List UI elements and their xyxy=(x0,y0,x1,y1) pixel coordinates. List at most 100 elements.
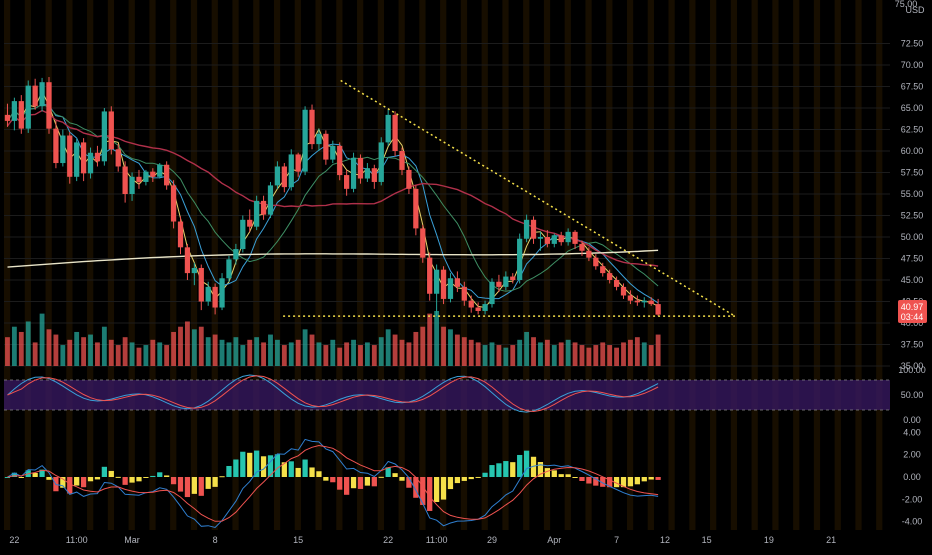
macd-signal-line xyxy=(7,444,659,522)
volume-bar xyxy=(198,326,204,366)
volume-bar xyxy=(579,345,585,366)
session-band xyxy=(87,0,94,530)
macd-axis-label: -4.00 xyxy=(902,517,923,527)
macd-histogram-bar xyxy=(364,477,371,486)
price-axis-label: 60.00 xyxy=(901,146,924,156)
macd-histogram-bar xyxy=(157,472,163,477)
stochastic-pane[interactable] xyxy=(4,374,890,413)
session-band xyxy=(564,0,571,530)
volume-bar xyxy=(544,339,550,366)
macd-histogram-bar xyxy=(129,477,135,483)
macd-histogram-bar xyxy=(517,454,523,477)
candle-body xyxy=(108,111,114,150)
macd-histogram-bar xyxy=(503,461,509,477)
volume-bar xyxy=(351,339,356,366)
session-band xyxy=(543,0,551,530)
candle-body xyxy=(316,133,322,145)
macd-histogram-bar xyxy=(288,461,294,477)
candle-body xyxy=(267,185,274,215)
candle-body xyxy=(39,82,45,107)
session-band xyxy=(315,0,322,530)
volume-bar xyxy=(60,345,66,366)
candle-body xyxy=(613,280,620,287)
volume-bar xyxy=(316,342,322,366)
volume-bar xyxy=(247,339,253,366)
volume-bar xyxy=(150,339,156,366)
volume-bar xyxy=(101,326,107,366)
macd-histogram-bar xyxy=(11,472,18,477)
volume-bar xyxy=(164,345,170,366)
volume-bar xyxy=(337,347,343,366)
candle-body xyxy=(350,157,357,189)
volume-bar xyxy=(489,342,495,366)
price-axis-label: 37.50 xyxy=(901,340,924,350)
volume-bar xyxy=(309,334,315,366)
price-axis-label: 50.00 xyxy=(901,232,924,242)
grid xyxy=(4,43,890,367)
session-band xyxy=(689,0,696,530)
macd-histogram-bar xyxy=(537,461,544,477)
macd-histogram-bar xyxy=(641,477,647,482)
candle-body xyxy=(648,300,654,305)
macd-histogram-bar xyxy=(655,477,661,480)
volume-bar xyxy=(607,345,613,366)
candle-body xyxy=(122,166,128,194)
macd-histogram-bar xyxy=(461,477,467,481)
volume-bar xyxy=(122,337,128,366)
macd-histogram-bar xyxy=(4,477,11,478)
session-band xyxy=(751,0,758,530)
macd-histogram-bar xyxy=(496,463,502,477)
candle-body xyxy=(323,133,329,160)
volume-bar xyxy=(565,339,571,366)
session-band xyxy=(855,0,862,530)
candle-body xyxy=(18,101,24,129)
macd-histogram-bar xyxy=(240,451,246,477)
candles xyxy=(4,77,661,317)
candle-body xyxy=(357,157,364,179)
candle-body xyxy=(143,171,149,182)
price-badge-countdown: 03:44 xyxy=(901,312,924,322)
macd-histogram-bar xyxy=(406,477,412,488)
macd-histogram-bar xyxy=(600,477,606,487)
session-band xyxy=(294,0,301,530)
price-pane[interactable] xyxy=(4,77,736,366)
macd-histogram-bar xyxy=(87,477,94,482)
volume-bar xyxy=(378,337,384,366)
currency-label: USD xyxy=(905,5,925,15)
candle-body xyxy=(607,273,613,280)
candle-body xyxy=(558,235,564,243)
volume-bar xyxy=(115,345,121,366)
macd-histogram-bar xyxy=(94,477,101,480)
volume-bar xyxy=(205,337,211,366)
time-axis-label: 15 xyxy=(702,535,712,545)
volume-bar xyxy=(185,321,190,366)
session-band xyxy=(4,0,11,530)
candle-body xyxy=(191,267,197,274)
time-axis-label: 22 xyxy=(9,535,19,545)
macd-histogram-bar xyxy=(330,477,336,483)
volume-bar xyxy=(413,331,419,366)
session-band xyxy=(606,0,613,530)
candle-body xyxy=(364,168,371,179)
macd-histogram-bar xyxy=(184,477,191,498)
volume-bar xyxy=(538,342,543,366)
time-axis-label: 11:00 xyxy=(426,535,448,545)
session-band xyxy=(730,0,738,530)
macd-histogram-bar xyxy=(323,477,329,481)
macd-histogram-bar xyxy=(260,456,267,477)
time-axis-label: 15 xyxy=(293,535,303,545)
candle-body xyxy=(406,169,412,189)
macd-histogram-bar xyxy=(357,477,364,489)
session-band xyxy=(357,0,364,530)
macd-pane[interactable] xyxy=(4,438,661,529)
time-axis[interactable]: 22 11:00 Mar 8 15 22 11:00 29 Apr 7 12 15 19 21 xyxy=(9,535,836,545)
session-band xyxy=(460,0,468,530)
macd-histogram-bar xyxy=(440,477,447,500)
time-axis-label: 22 xyxy=(383,535,393,545)
volume-bar xyxy=(614,347,620,366)
trendlines[interactable] xyxy=(283,79,736,317)
macd-histogram-bar xyxy=(607,477,613,488)
volume-bar xyxy=(288,342,294,366)
